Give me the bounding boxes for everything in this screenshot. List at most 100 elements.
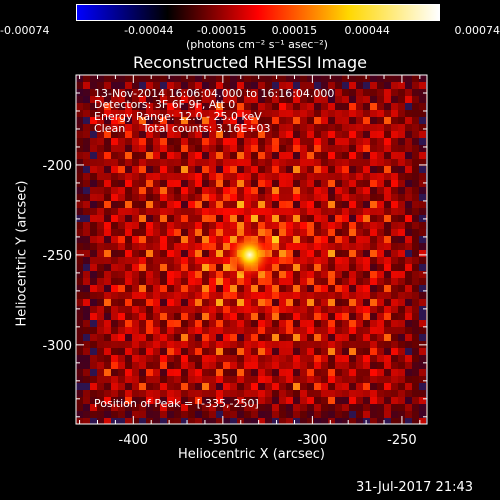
heatmap-cell xyxy=(279,397,286,404)
heatmap-cell xyxy=(265,411,272,418)
heatmap-cell xyxy=(237,215,244,222)
heatmap-cell xyxy=(370,376,377,383)
heatmap-cell xyxy=(111,348,118,355)
heatmap-cell xyxy=(377,285,384,292)
heatmap-cell xyxy=(279,250,286,257)
heatmap-cell xyxy=(293,96,300,103)
heatmap-cell xyxy=(258,369,265,376)
heatmap-cell xyxy=(272,187,279,194)
heatmap-cell xyxy=(258,180,265,187)
heatmap-cell xyxy=(118,369,125,376)
heatmap-cell xyxy=(195,222,202,229)
heatmap-cell xyxy=(251,376,258,383)
heatmap-cell xyxy=(202,152,209,159)
heatmap-cell xyxy=(258,131,265,138)
heatmap-cell xyxy=(76,201,83,208)
heatmap-cell xyxy=(97,257,104,264)
heatmap-cell xyxy=(160,348,167,355)
heatmap-cell xyxy=(174,278,181,285)
heatmap-cell xyxy=(132,89,139,96)
heatmap-cell xyxy=(321,327,328,334)
heatmap-cell xyxy=(384,369,391,376)
heatmap-cell xyxy=(405,327,412,334)
heatmap-cell xyxy=(195,208,202,215)
heatmap-cell xyxy=(244,327,251,334)
heatmap-cell xyxy=(76,103,83,110)
heatmap-cell xyxy=(132,418,139,424)
heatmap-cell xyxy=(104,327,111,334)
heatmap-cell xyxy=(321,285,328,292)
heatmap-cell xyxy=(195,383,202,390)
heatmap-cell xyxy=(125,124,132,131)
heatmap-cell xyxy=(153,348,160,355)
heatmap-cell xyxy=(125,117,132,124)
heatmap-cell xyxy=(363,334,370,341)
heatmap-cell xyxy=(97,187,104,194)
heatmap-cell xyxy=(251,145,258,152)
heatmap-cell xyxy=(160,355,167,362)
heatmap-cell xyxy=(104,383,111,390)
heatmap-cell xyxy=(300,306,307,313)
heatmap-cell xyxy=(111,411,118,418)
heatmap-cell xyxy=(419,229,426,236)
heatmap-cell xyxy=(314,341,321,348)
heatmap-cell xyxy=(391,194,398,201)
heatmap-cell xyxy=(293,117,300,124)
heatmap-cell xyxy=(412,369,419,376)
colorbar-tick-label: 0.00074 xyxy=(454,24,500,37)
heatmap-cell xyxy=(132,215,139,222)
heatmap-cell xyxy=(251,75,258,82)
heatmap-cell xyxy=(293,362,300,369)
heatmap-cell xyxy=(181,201,188,208)
heatmap-cell xyxy=(293,369,300,376)
heatmap-cell xyxy=(398,369,405,376)
heatmap-cell xyxy=(363,299,370,306)
heatmap-cell xyxy=(398,229,405,236)
heatmap-cell xyxy=(216,103,223,110)
heatmap-cell xyxy=(307,131,314,138)
heatmap-cell xyxy=(146,250,153,257)
heatmap-cell xyxy=(342,411,349,418)
heatmap-cell xyxy=(111,96,118,103)
heatmap-cell xyxy=(293,89,300,96)
heatmap-cell xyxy=(251,96,258,103)
heatmap-cell xyxy=(111,320,118,327)
heatmap-cell xyxy=(146,82,153,89)
heatmap-cell xyxy=(328,187,335,194)
heatmap-cell xyxy=(314,145,321,152)
heatmap-cell xyxy=(412,96,419,103)
heatmap-cell xyxy=(181,348,188,355)
heatmap-cell xyxy=(293,376,300,383)
heatmap-cell xyxy=(223,334,230,341)
heatmap-cell xyxy=(188,89,195,96)
heatmap-cell xyxy=(370,327,377,334)
heatmap-cell xyxy=(300,285,307,292)
heatmap-cell xyxy=(398,320,405,327)
heatmap-cell xyxy=(265,82,272,89)
heatmap-cell xyxy=(335,138,342,145)
heatmap-cell xyxy=(335,229,342,236)
heatmap-cell xyxy=(160,187,167,194)
heatmap-cell xyxy=(265,327,272,334)
heatmap-cell xyxy=(328,159,335,166)
heatmap-cell xyxy=(307,390,314,397)
heatmap-cell xyxy=(307,243,314,250)
heatmap-cell xyxy=(412,173,419,180)
heatmap-cell xyxy=(398,173,405,180)
heatmap-cell xyxy=(153,397,160,404)
heatmap-cell xyxy=(216,334,223,341)
heatmap-cell xyxy=(370,201,377,208)
heatmap-cell xyxy=(153,138,160,145)
heatmap-cell xyxy=(419,404,426,411)
heatmap-cell xyxy=(216,229,223,236)
heatmap-cell xyxy=(265,334,272,341)
heatmap-cell xyxy=(279,201,286,208)
heatmap-cell xyxy=(307,117,314,124)
heatmap-cell xyxy=(384,418,391,424)
heatmap-cell xyxy=(167,89,174,96)
heatmap-cell xyxy=(83,278,90,285)
heatmap-cell xyxy=(104,418,111,424)
heatmap-cell xyxy=(209,96,216,103)
heatmap-cell xyxy=(377,271,384,278)
heatmap-cell xyxy=(405,320,412,327)
